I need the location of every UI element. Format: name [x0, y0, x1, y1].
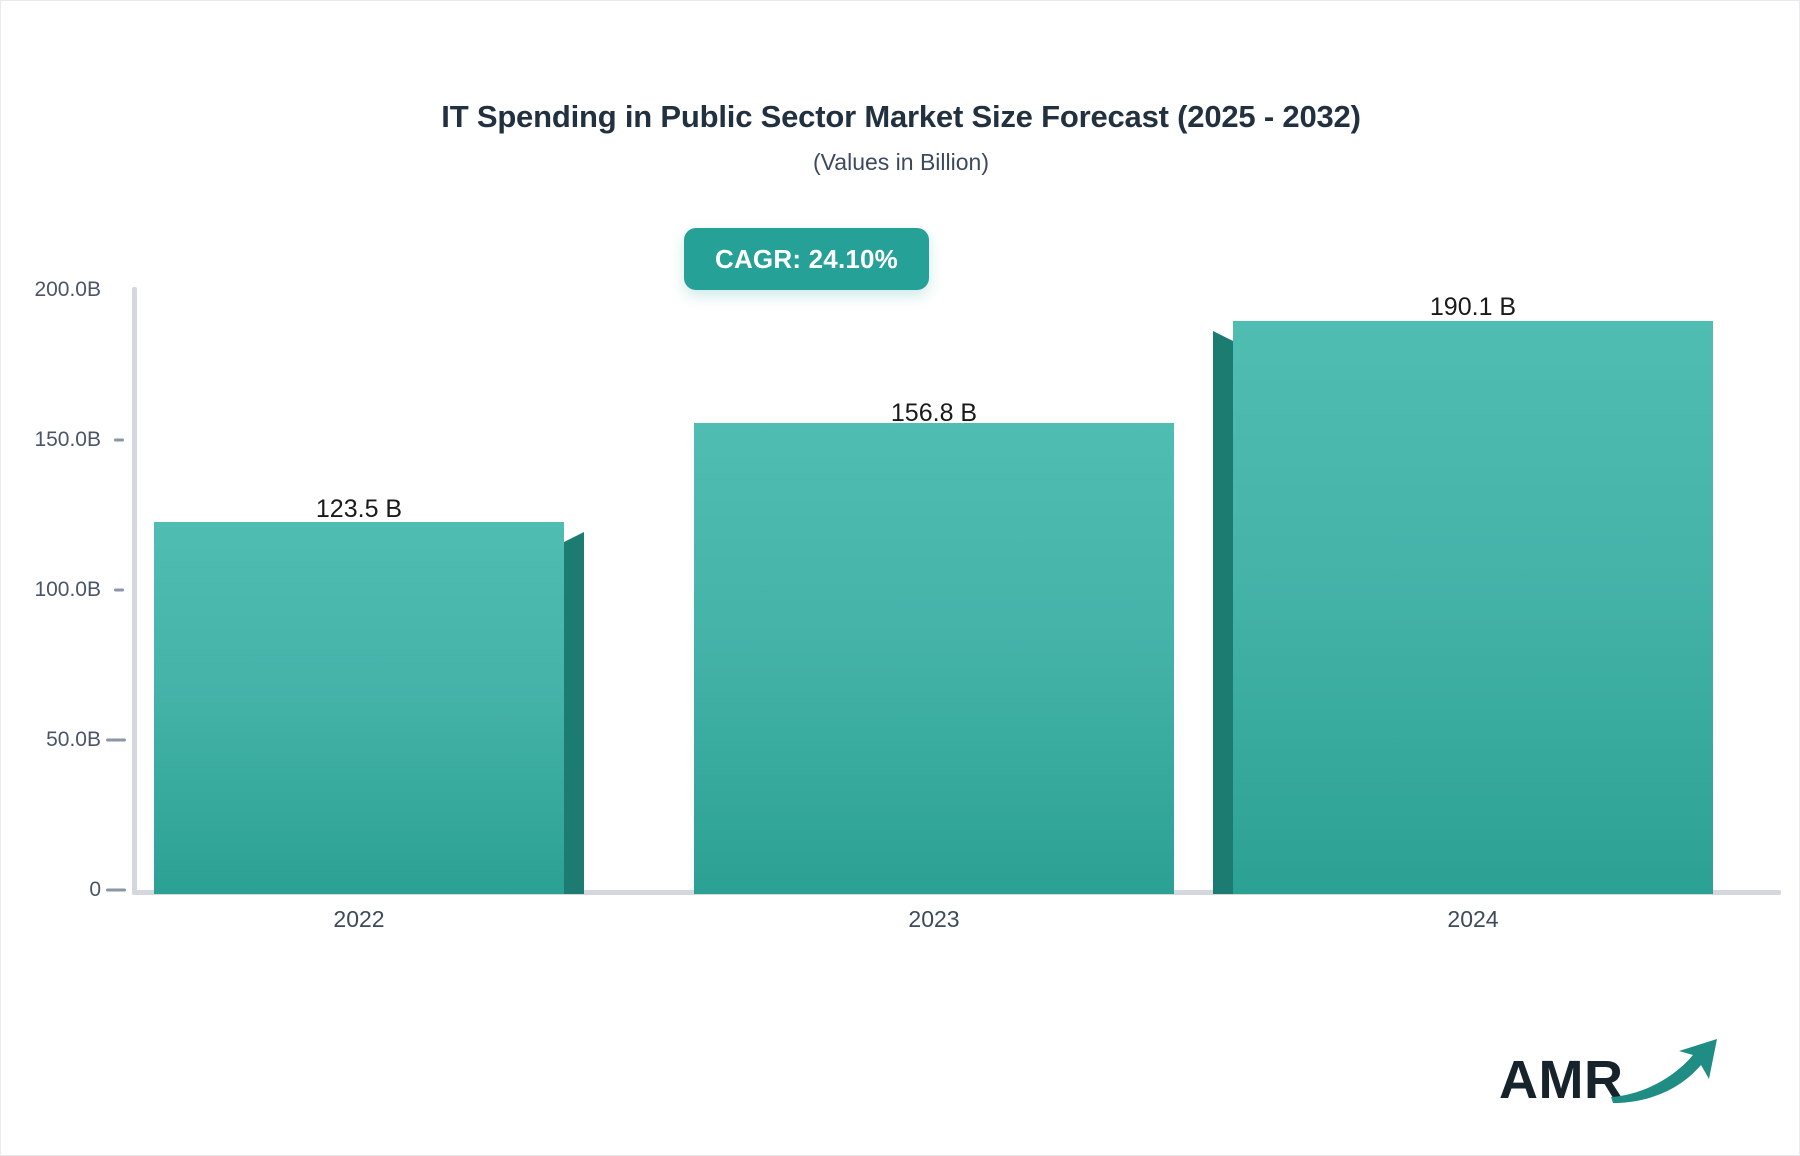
- x-tick-label-2023: 2023: [908, 906, 960, 932]
- y-axis-line: [132, 287, 137, 894]
- y-tick-mark-50: [106, 738, 126, 742]
- bar-2022[interactable]: [154, 522, 584, 894]
- amr-logo: AMR: [1499, 1035, 1729, 1115]
- bar-value-label-2024: 190.1 B: [1429, 293, 1517, 321]
- bar-value-label-2023: 156.8 B: [890, 399, 978, 427]
- y-tick-label-50: 50.0B: [46, 728, 101, 751]
- x-tick-label-2024: 2024: [1447, 906, 1499, 932]
- bar-value-label-2022: 123.5 B: [315, 495, 403, 523]
- bar-2022-side-shadow: [564, 532, 584, 894]
- y-tick-label-0: 0: [89, 878, 101, 901]
- amr-logo-text: AMR: [1499, 1050, 1624, 1110]
- y-tick-mark-0: [106, 888, 126, 892]
- bar-2024-face: [1233, 321, 1713, 894]
- growth-arrow-icon: [1611, 1039, 1717, 1103]
- bar-2024[interactable]: [1213, 321, 1713, 894]
- bar-2023[interactable]: [694, 423, 1174, 894]
- page-title: IT Spending in Public Sector Market Size…: [441, 99, 1361, 134]
- y-tick-mark-150: [114, 438, 124, 442]
- chart-subtitle: (Values in Billion): [813, 149, 989, 175]
- y-tick-label-150: 150.0B: [34, 428, 101, 451]
- y-tick-label-100: 100.0B: [34, 578, 101, 601]
- bar-2022-face: [154, 522, 564, 894]
- y-tick-mark-100: [114, 588, 124, 592]
- bar-2023-face: [694, 423, 1174, 894]
- cagr-badge[interactable]: CAGR: 24.10%: [684, 228, 929, 290]
- y-tick-label-200: 200.0B: [34, 278, 101, 301]
- x-tick-label-2022: 2022: [333, 906, 385, 932]
- bar-2024-side-shadow: [1213, 331, 1233, 894]
